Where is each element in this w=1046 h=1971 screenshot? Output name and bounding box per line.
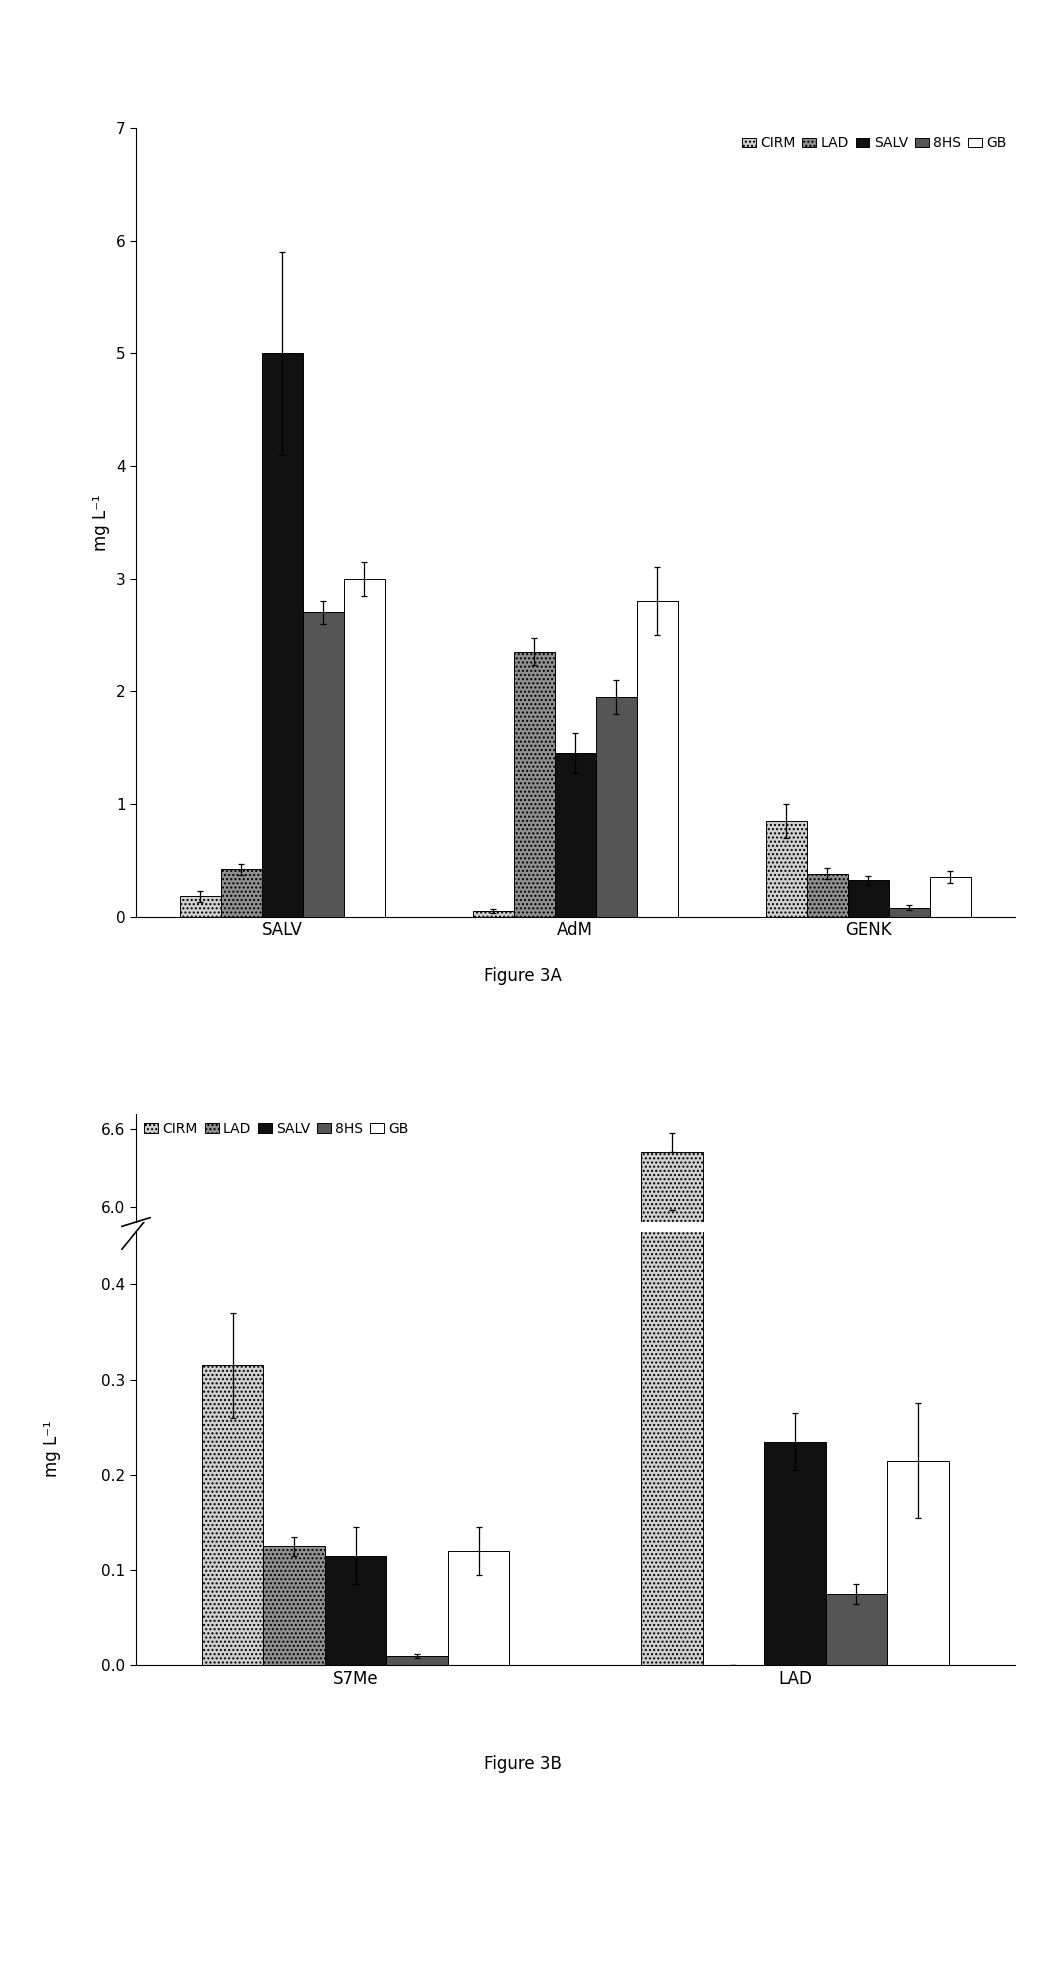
- Bar: [325, 1965, 386, 1971]
- Bar: [806, 873, 847, 917]
- Bar: [889, 907, 930, 917]
- Bar: [930, 877, 971, 917]
- Bar: [514, 652, 554, 917]
- Bar: [303, 613, 344, 917]
- Bar: [448, 1551, 509, 1665]
- Y-axis label: mg L⁻¹: mg L⁻¹: [92, 495, 110, 550]
- Bar: [221, 869, 262, 917]
- Bar: [596, 698, 637, 917]
- Bar: [765, 1441, 825, 1665]
- Bar: [847, 881, 889, 917]
- Bar: [202, 1366, 264, 1665]
- Bar: [344, 579, 385, 917]
- Text: Figure 3B: Figure 3B: [484, 1754, 562, 1774]
- Bar: [766, 820, 806, 917]
- Bar: [825, 1595, 887, 1665]
- Text: Figure 3A: Figure 3A: [484, 966, 562, 986]
- Bar: [448, 1965, 509, 1971]
- Bar: [264, 1965, 325, 1971]
- Legend: CIRM, LAD, SALV, 8HS, GB: CIRM, LAD, SALV, 8HS, GB: [741, 136, 1007, 152]
- Bar: [180, 897, 221, 917]
- Bar: [887, 1461, 949, 1665]
- Bar: [641, 1153, 703, 1971]
- Bar: [641, 0, 703, 1665]
- Bar: [887, 1953, 949, 1971]
- Bar: [202, 1939, 264, 1971]
- Bar: [641, 1210, 703, 1971]
- Legend: CIRM, LAD, SALV, 8HS, GB: CIRM, LAD, SALV, 8HS, GB: [143, 1121, 410, 1137]
- Bar: [765, 1951, 825, 1971]
- Bar: [262, 353, 303, 917]
- Text: mg L⁻¹: mg L⁻¹: [43, 1421, 62, 1476]
- Bar: [554, 753, 596, 917]
- Bar: [473, 911, 514, 917]
- Bar: [264, 1547, 325, 1665]
- Bar: [325, 1555, 386, 1665]
- Bar: [386, 1656, 448, 1665]
- Bar: [637, 601, 678, 917]
